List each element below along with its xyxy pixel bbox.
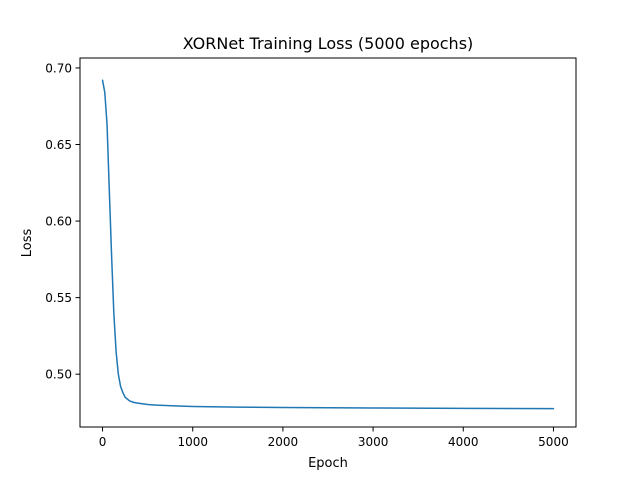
- y-tick-label: 0.70: [45, 61, 72, 75]
- loss-series-line: [101, 79, 555, 410]
- y-tick-label: 0.55: [45, 291, 72, 305]
- x-axis-label: Epoch: [308, 456, 348, 471]
- x-tick-label: 4000: [448, 435, 479, 449]
- plot-area: [101, 79, 555, 410]
- y-axis-label: Loss: [20, 229, 35, 258]
- x-tick-label: 2000: [268, 435, 299, 449]
- ticks: 0 1000 2000 3000 4000 5000 0.50 0.55 0.60 0.65 0.7…: [45, 61, 568, 449]
- y-tick-label: 0.65: [45, 138, 72, 152]
- axes-frame: [79, 57, 577, 428]
- x-tick-label: 5000: [538, 435, 569, 449]
- x-tick-label: 3000: [358, 435, 389, 449]
- x-tick-label: 1000: [177, 435, 208, 449]
- y-tick-label: 0.50: [45, 368, 72, 382]
- chart-title: XORNet Training Loss (5000 epochs): [183, 34, 474, 53]
- x-tick-label: 0: [99, 435, 107, 449]
- y-tick-label: 0.60: [45, 215, 72, 229]
